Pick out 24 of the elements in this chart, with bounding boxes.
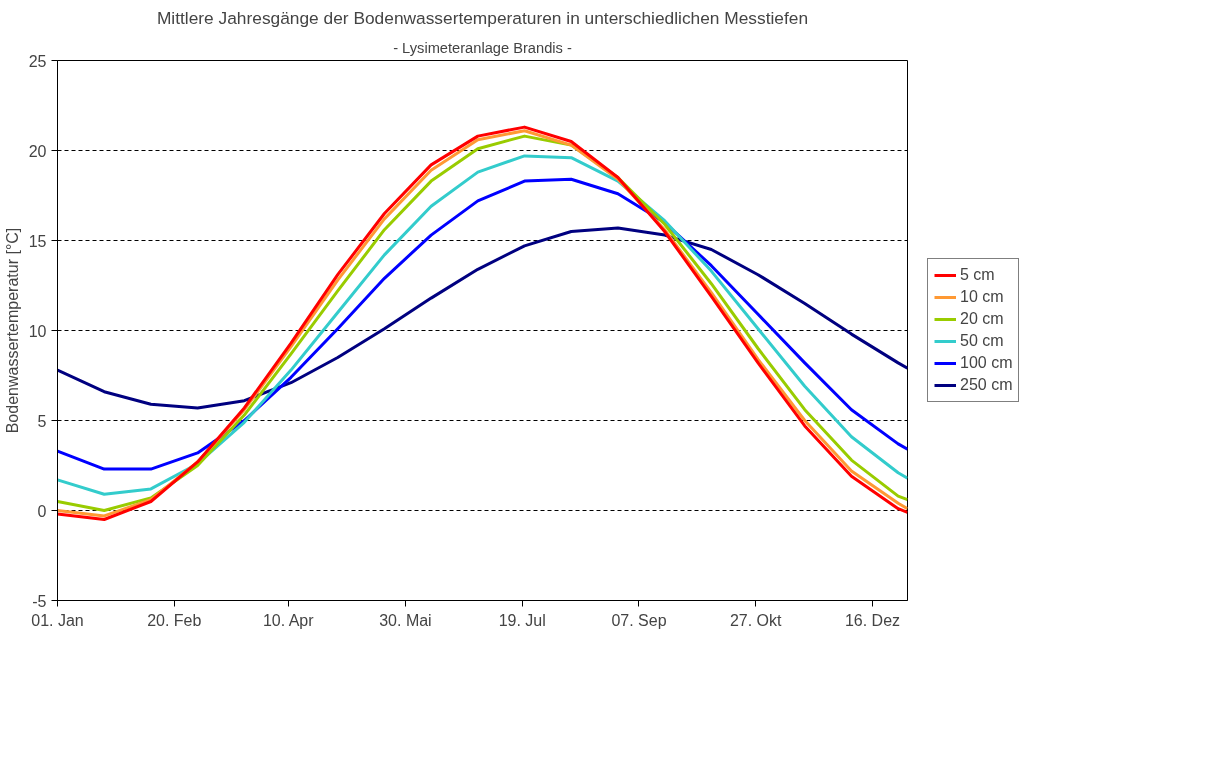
legend-label: 250 cm [960, 376, 1013, 394]
y-tick-label: 25 [28, 52, 47, 70]
x-tick-label: 07. Sep [611, 611, 667, 629]
y-tick-label: 10 [28, 322, 47, 340]
y-tick-label: 20 [28, 142, 47, 160]
chart-subtitle: - Lysimeteranlage Brandis - [393, 39, 572, 56]
x-tick-label: 16. Dez [844, 611, 901, 629]
chart-title: Mittlere Jahresgänge der Bodenwassertemperaturen in unterschiedlichen Messtiefen [156, 7, 809, 28]
x-tick-label: 19. Jul [498, 611, 546, 629]
legend-label: 5 cm [960, 266, 995, 284]
y-axis-title: Bodenwassertemperatur [°C] [3, 227, 21, 434]
y-tick-label: 0 [37, 502, 47, 520]
legend-label: 50 cm [960, 332, 1004, 350]
legend-label: 100 cm [960, 354, 1013, 372]
x-tick-label: 20. Feb [147, 611, 202, 629]
x-tick-label: 30. Mai [379, 611, 432, 629]
y-tick-label: -5 [32, 592, 47, 610]
x-tick-label: 27. Okt [729, 611, 783, 629]
x-tick-label: 10. Apr [262, 611, 315, 629]
x-tick-label: 01. Jan [31, 611, 84, 629]
legend-label: 20 cm [960, 310, 1004, 328]
y-tick-label: 15 [28, 232, 47, 250]
y-tick-label: 5 [37, 412, 47, 430]
legend-label: 10 cm [960, 288, 1004, 306]
